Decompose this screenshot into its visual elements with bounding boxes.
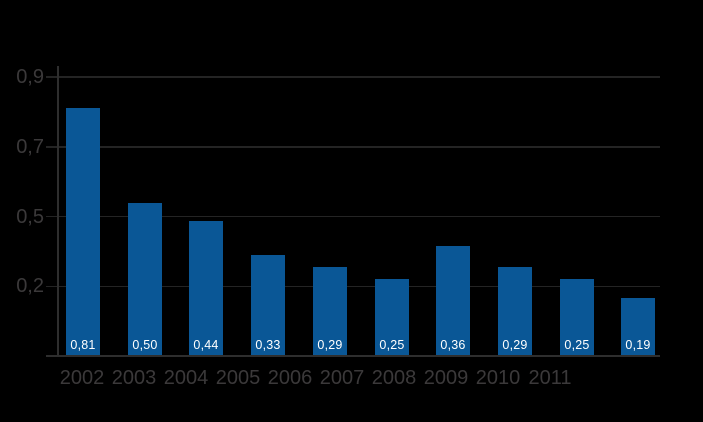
bar-value-label: 0,19 [625,338,651,352]
gridline [46,215,660,218]
x-axis-tick-label: 2005 [215,367,261,389]
x-axis-tick-label: 2003 [111,367,157,389]
bar: 0,50 [128,203,162,356]
bar: 0,29 [313,267,347,356]
bar: 0,44 [189,221,223,356]
bar-value-label: 0,33 [255,338,281,352]
bar: 0,29 [498,267,532,356]
y-axis-tick-label: 0,2 [16,275,44,298]
bar-value-label: 0,29 [317,338,343,352]
x-axis-tick-label: 2004 [163,367,209,389]
bar-value-label: 0,36 [440,338,466,352]
x-axis-tick-label: 2009 [423,367,469,389]
bar-value-label: 0,44 [193,338,219,352]
bar: 0,25 [375,279,409,356]
x-axis-tick-label: 2011 [528,367,572,389]
bar: 0,19 [621,298,655,356]
bar-value-label: 0,50 [132,338,158,352]
x-axis-line [46,355,660,357]
bar: 0,36 [436,246,470,356]
bar: 0,81 [66,108,100,356]
bar-value-label: 0,25 [379,338,405,352]
y-axis-tick-label: 0,7 [16,135,44,158]
x-axis-tick-label: 2007 [319,367,365,389]
gridline [46,76,660,78]
bar: 0,25 [560,279,594,356]
x-axis-tick-label: 2010 [475,367,521,389]
x-axis-tick-label: 2008 [371,367,417,389]
bar: 0,33 [251,255,285,356]
y-axis-tick-label: 0,9 [16,66,44,88]
gridline [46,285,660,287]
bar-value-label: 0,29 [502,338,528,352]
x-axis-tick-label: 2002 [59,367,105,389]
bar-value-label: 0,81 [70,338,96,352]
gridline [46,146,660,148]
bar-value-label: 0,25 [564,338,590,352]
y-axis-line [57,66,59,356]
x-axis-tick-label: 2006 [267,367,313,389]
y-axis-tick-label: 0,5 [16,205,44,228]
